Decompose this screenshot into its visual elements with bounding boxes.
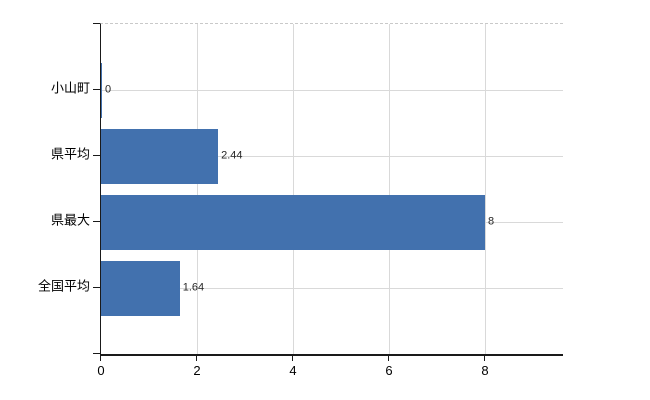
x-tick-label: 8 [481, 363, 489, 378]
x-tick-label: 0 [97, 363, 105, 378]
x-tick-label: 2 [193, 363, 201, 378]
x-gridline [388, 24, 390, 354]
x-gridline [196, 24, 198, 354]
y-gridline [101, 89, 563, 91]
x-axis-tick [196, 355, 197, 361]
y-gridline [101, 287, 563, 289]
category-label: 県最大 [50, 212, 90, 228]
x-tick-label: 4 [289, 363, 297, 378]
category-label: 全国平均 [37, 278, 90, 294]
y-axis-tick [93, 89, 100, 90]
x-axis-tick [388, 355, 389, 361]
x-gridline [292, 24, 294, 354]
y-axis-tick [93, 353, 100, 354]
x-axis-tick [484, 355, 485, 361]
bar-県最大 [101, 194, 485, 250]
y-axis-tick [93, 23, 100, 24]
y-gridline [101, 155, 563, 157]
category-label: 小山町 [50, 80, 90, 96]
value-label: 2.44 [221, 149, 243, 162]
x-axis-tick [100, 355, 101, 361]
value-label: 8 [488, 215, 495, 228]
value-label: 1.64 [182, 281, 205, 294]
bar-小山町 [101, 62, 102, 118]
y-axis-tick [93, 155, 100, 156]
bar-全国平均 [101, 260, 180, 316]
x-gridline [484, 24, 486, 354]
bar-県平均 [101, 128, 219, 184]
y-axis-tick [93, 221, 100, 222]
category-label: 県平均 [50, 146, 90, 162]
value-label: 0 [105, 83, 112, 96]
x-tick-label: 6 [385, 363, 393, 378]
x-axis-tick [292, 355, 293, 361]
y-axis-tick [93, 287, 100, 288]
plot-area: 0 2.44 8 1.64 [100, 23, 563, 356]
